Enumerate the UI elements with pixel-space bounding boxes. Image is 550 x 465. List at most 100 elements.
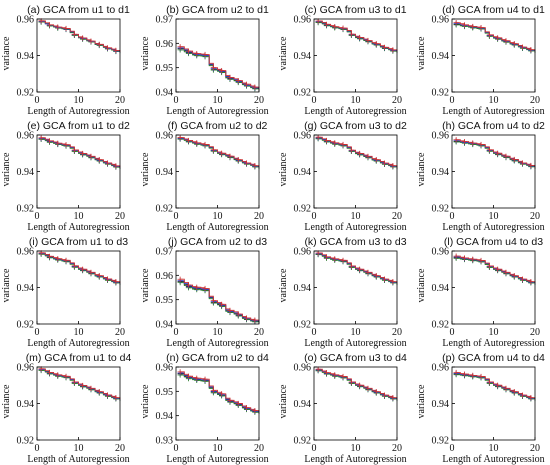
y-tick-label: 0.94 [432,283,450,294]
plot-frame [36,134,121,209]
subplot-4: (e) GCA from u1 to d2 0 10 20 0.92 0.94 0.96 Le… [1,120,130,233]
data-point-marker [46,253,53,259]
subplot-title: (b) GCA from u2 to d1 [166,4,269,16]
data-point-marker [348,379,354,385]
data-point-marker [63,25,69,32]
x-tick-label: 0 [174,95,179,106]
y-tick-label: 0.95 [156,295,174,306]
data-point-marker [96,157,102,163]
subplot-6: (g) GCA from u3 to d2 0 10 20 0.92 0.94 0.96 Le… [278,120,407,233]
data-point-marker [373,41,379,47]
y-tick-label: 0.96 [17,247,35,258]
y-tick-label: 0.94 [294,167,312,178]
y-tick-label: 0.92 [432,88,450,99]
plot-frame [313,250,398,325]
plot-frame [451,134,536,209]
y-tick-label: 0.93 [156,436,174,447]
y-tick-label: 0.96 [294,247,312,258]
x-tick-label: 0 [174,211,179,222]
data-point-marker [71,379,77,385]
data-point-marker [340,25,346,31]
x-tick-label: 20 [115,443,125,454]
x-tick-label: 10 [351,211,361,222]
data-point-marker [185,373,192,379]
data-point-marker [252,407,258,414]
data-point-marker [381,392,388,398]
data-point-marker [332,140,338,146]
x-axis-label: Length of Autoregression [304,106,406,117]
x-axis-label: Length of Autoregression [27,338,129,349]
data-point-marker [453,369,459,376]
data-point-marker [519,276,526,282]
y-tick-label: 0.96 [156,271,174,282]
x-axis-label: Length of Autoregression [442,338,544,349]
x-tick-label: 10 [74,211,84,222]
data-point-marker [519,392,526,398]
x-tick-label: 20 [392,443,402,454]
x-tick-label: 20 [392,327,402,338]
data-point-marker [177,134,183,141]
plot-frame [313,366,398,441]
data-point-marker [96,41,102,47]
x-tick-label: 20 [392,211,402,222]
y-tick-label: 0.92 [17,436,35,447]
y-tick-label: 0.92 [17,88,35,99]
y-tick-label: 0.96 [294,363,312,374]
y-tick-label: 0.96 [156,131,174,142]
x-tick-label: 0 [174,443,179,454]
data-point-marker [390,279,396,285]
data-point-marker [113,279,119,285]
y-tick-label: 0.96 [17,15,35,26]
data-point-marker [453,137,459,143]
x-tick-label: 10 [489,95,499,106]
subplot-2: (c) GCA from u3 to d1 0 10 20 0.92 0.94 0.96 Le… [278,4,407,117]
y-tick-label: 0.94 [17,167,35,178]
y-tick-label: 0.96 [432,247,450,258]
y-tick-label: 0.92 [432,436,450,447]
y-tick-label: 0.94 [432,167,450,178]
x-axis-label: Length of Autoregression [27,222,129,233]
data-point-marker [80,150,86,157]
x-axis-label: Length of Autoregression [442,222,544,233]
x-tick-label: 20 [530,443,540,454]
data-point-marker [373,389,379,395]
data-point-marker [495,382,501,388]
y-tick-label: 0.94 [156,411,174,422]
data-point-marker [470,23,476,30]
data-point-marker [252,317,258,323]
y-axis-label: variance [1,152,12,186]
subplot-title: (o) GCA from u3 to d4 [304,352,407,364]
data-point-marker [185,48,192,54]
data-point-marker [332,372,338,378]
subplot-12: (m) GCA from u1 to d4 0 10 20 0.92 0.94 0.96 Le… [1,352,131,465]
data-point-marker [357,266,363,272]
y-tick-label: 0.96 [156,363,174,374]
y-tick-label: 0.92 [432,204,450,215]
data-point-marker [243,405,250,411]
data-point-marker [55,24,61,30]
data-point-marker [495,266,501,272]
y-tick-label: 0.97 [156,247,174,258]
x-axis-label: Length of Autoregression [304,454,406,465]
x-tick-label: 20 [254,95,264,106]
data-point-marker [185,282,192,288]
y-axis-label: variance [278,384,289,418]
x-axis-label: Length of Autoregression [442,106,544,117]
data-point-marker [235,157,241,163]
x-tick-label: 0 [312,95,317,106]
y-tick-label: 0.94 [294,283,312,294]
x-tick-label: 0 [312,443,317,454]
y-axis-label: variance [140,152,151,186]
plot-frame [175,134,260,209]
data-point-marker [194,140,200,146]
data-point-marker [461,138,468,145]
data-point-marker [71,263,77,269]
data-point-marker [340,141,346,148]
data-point-marker [511,156,517,163]
data-point-marker [177,369,183,375]
x-tick-label: 20 [530,95,540,106]
data-point-marker [348,31,354,37]
x-tick-label: 20 [530,211,540,222]
x-tick-label: 10 [213,327,223,338]
y-axis-label: variance [416,268,427,302]
